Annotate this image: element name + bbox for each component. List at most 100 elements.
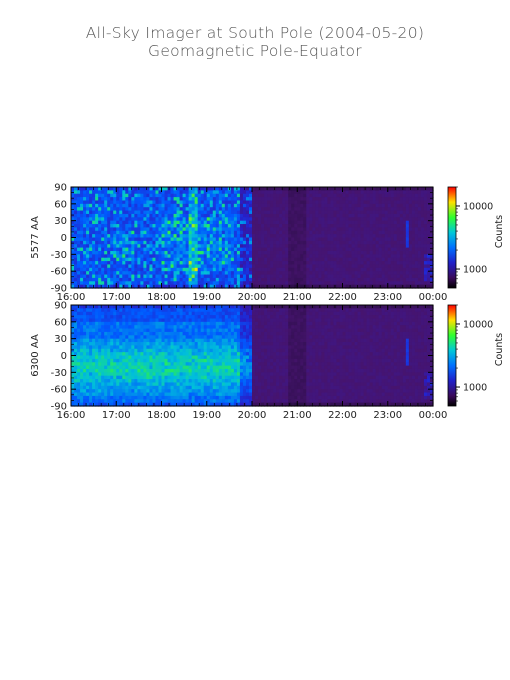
heatmap-cell <box>221 230 226 235</box>
heatmap-cell <box>95 250 99 255</box>
heatmap-cell <box>95 308 99 313</box>
heatmap-cell <box>285 247 289 252</box>
heatmap-cell <box>276 193 280 198</box>
heatmap-cell <box>146 197 151 202</box>
heatmap-cell <box>264 213 268 218</box>
heatmap-cell <box>236 230 241 235</box>
heatmap-cell <box>146 379 151 384</box>
heatmap-cell <box>170 247 175 252</box>
heatmap-cell <box>200 254 205 259</box>
heatmap-cell <box>92 224 96 228</box>
heatmap-cell <box>77 365 81 370</box>
heatmap-cell <box>107 230 111 235</box>
heatmap-cell <box>74 342 78 346</box>
heatmap-cell <box>261 234 265 239</box>
heatmap-cell <box>336 261 341 266</box>
heatmap-cell <box>110 267 114 272</box>
heatmap-cell <box>285 217 289 222</box>
heatmap-cell <box>384 261 389 266</box>
heatmap-cell <box>122 375 126 380</box>
heatmap-cell <box>86 247 90 252</box>
heatmap-cell <box>122 197 126 202</box>
heatmap-cell <box>77 318 81 323</box>
heatmap-cell <box>273 200 277 205</box>
heatmap-cell <box>390 210 395 215</box>
heatmap-cell <box>140 399 144 404</box>
heatmap-cell <box>357 281 362 286</box>
heatmap-cell <box>92 200 96 205</box>
heatmap-cell <box>282 210 286 215</box>
heatmap-cell <box>345 227 350 232</box>
heatmap-cell <box>279 281 283 286</box>
heatmap-cell <box>152 210 157 215</box>
heatmap-cell <box>182 385 187 390</box>
heatmap-cell <box>194 230 199 235</box>
heatmap-cell <box>140 382 144 387</box>
heatmap-cell <box>264 217 268 222</box>
heatmap-cell <box>279 187 283 191</box>
heatmap-cell <box>107 254 111 259</box>
heatmap-cell <box>176 335 181 340</box>
heatmap-cell <box>107 318 111 323</box>
heatmap-cell <box>146 261 151 266</box>
heatmap-cell <box>149 352 154 357</box>
heatmap-cell <box>233 200 238 205</box>
heatmap-cell <box>408 227 413 232</box>
heatmap-cell <box>167 230 172 235</box>
heatmap-cell <box>140 395 144 400</box>
heatmap-cell <box>348 230 353 235</box>
heatmap-cell <box>369 257 374 262</box>
heatmap-cell <box>390 244 395 249</box>
heatmap-cell <box>95 224 99 228</box>
heatmap-cell <box>227 203 232 208</box>
heatmap-cell <box>188 375 193 380</box>
heatmap-cell <box>140 321 144 326</box>
heatmap-cell <box>236 217 241 222</box>
heatmap-cell <box>164 328 169 333</box>
heatmap-cell <box>179 274 184 279</box>
heatmap-cell <box>264 250 268 255</box>
heatmap-cell <box>185 321 190 326</box>
heatmap-cell <box>255 224 259 228</box>
heatmap-cell <box>215 227 220 232</box>
heatmap-cell <box>179 368 184 373</box>
heatmap-cell <box>77 385 81 390</box>
heatmap-cell <box>146 193 151 198</box>
heatmap-cell <box>173 187 178 191</box>
heatmap-cell <box>221 213 226 218</box>
heatmap-cell <box>125 220 129 225</box>
heatmap-cell <box>420 227 425 232</box>
heatmap-cell <box>113 220 117 225</box>
heatmap-cell <box>378 234 383 239</box>
heatmap-cell <box>248 230 253 235</box>
heatmap-cell <box>245 284 250 289</box>
heatmap-cell <box>134 379 138 384</box>
heatmap-cell <box>125 193 129 198</box>
heatmap-cell <box>155 193 160 198</box>
heatmap-cell <box>140 284 144 289</box>
heatmap-cell <box>303 203 307 208</box>
heatmap-cell <box>218 281 223 286</box>
heatmap-cell <box>339 257 344 262</box>
heatmap-cell <box>312 277 316 282</box>
heatmap-cell <box>131 382 135 387</box>
heatmap-cell <box>411 240 416 245</box>
heatmap-cell <box>264 254 268 259</box>
heatmap-cell <box>252 230 256 235</box>
heatmap-cell <box>152 399 157 404</box>
heatmap-cell <box>233 203 238 208</box>
heatmap-cell <box>185 213 190 218</box>
heatmap-cell <box>224 271 229 276</box>
heatmap-cell <box>242 254 247 259</box>
heatmap-cell <box>206 244 211 249</box>
heatmap-cell <box>318 264 322 269</box>
heatmap-cell <box>101 315 105 320</box>
heatmap-cell <box>155 254 160 259</box>
heatmap-cell <box>164 368 169 373</box>
heatmap-cell <box>248 257 253 262</box>
heatmap-cell <box>354 257 359 262</box>
heatmap-cell <box>86 234 90 239</box>
heatmap-cell <box>408 271 413 276</box>
heatmap-cell <box>393 224 398 228</box>
heatmap-cell <box>158 217 163 222</box>
